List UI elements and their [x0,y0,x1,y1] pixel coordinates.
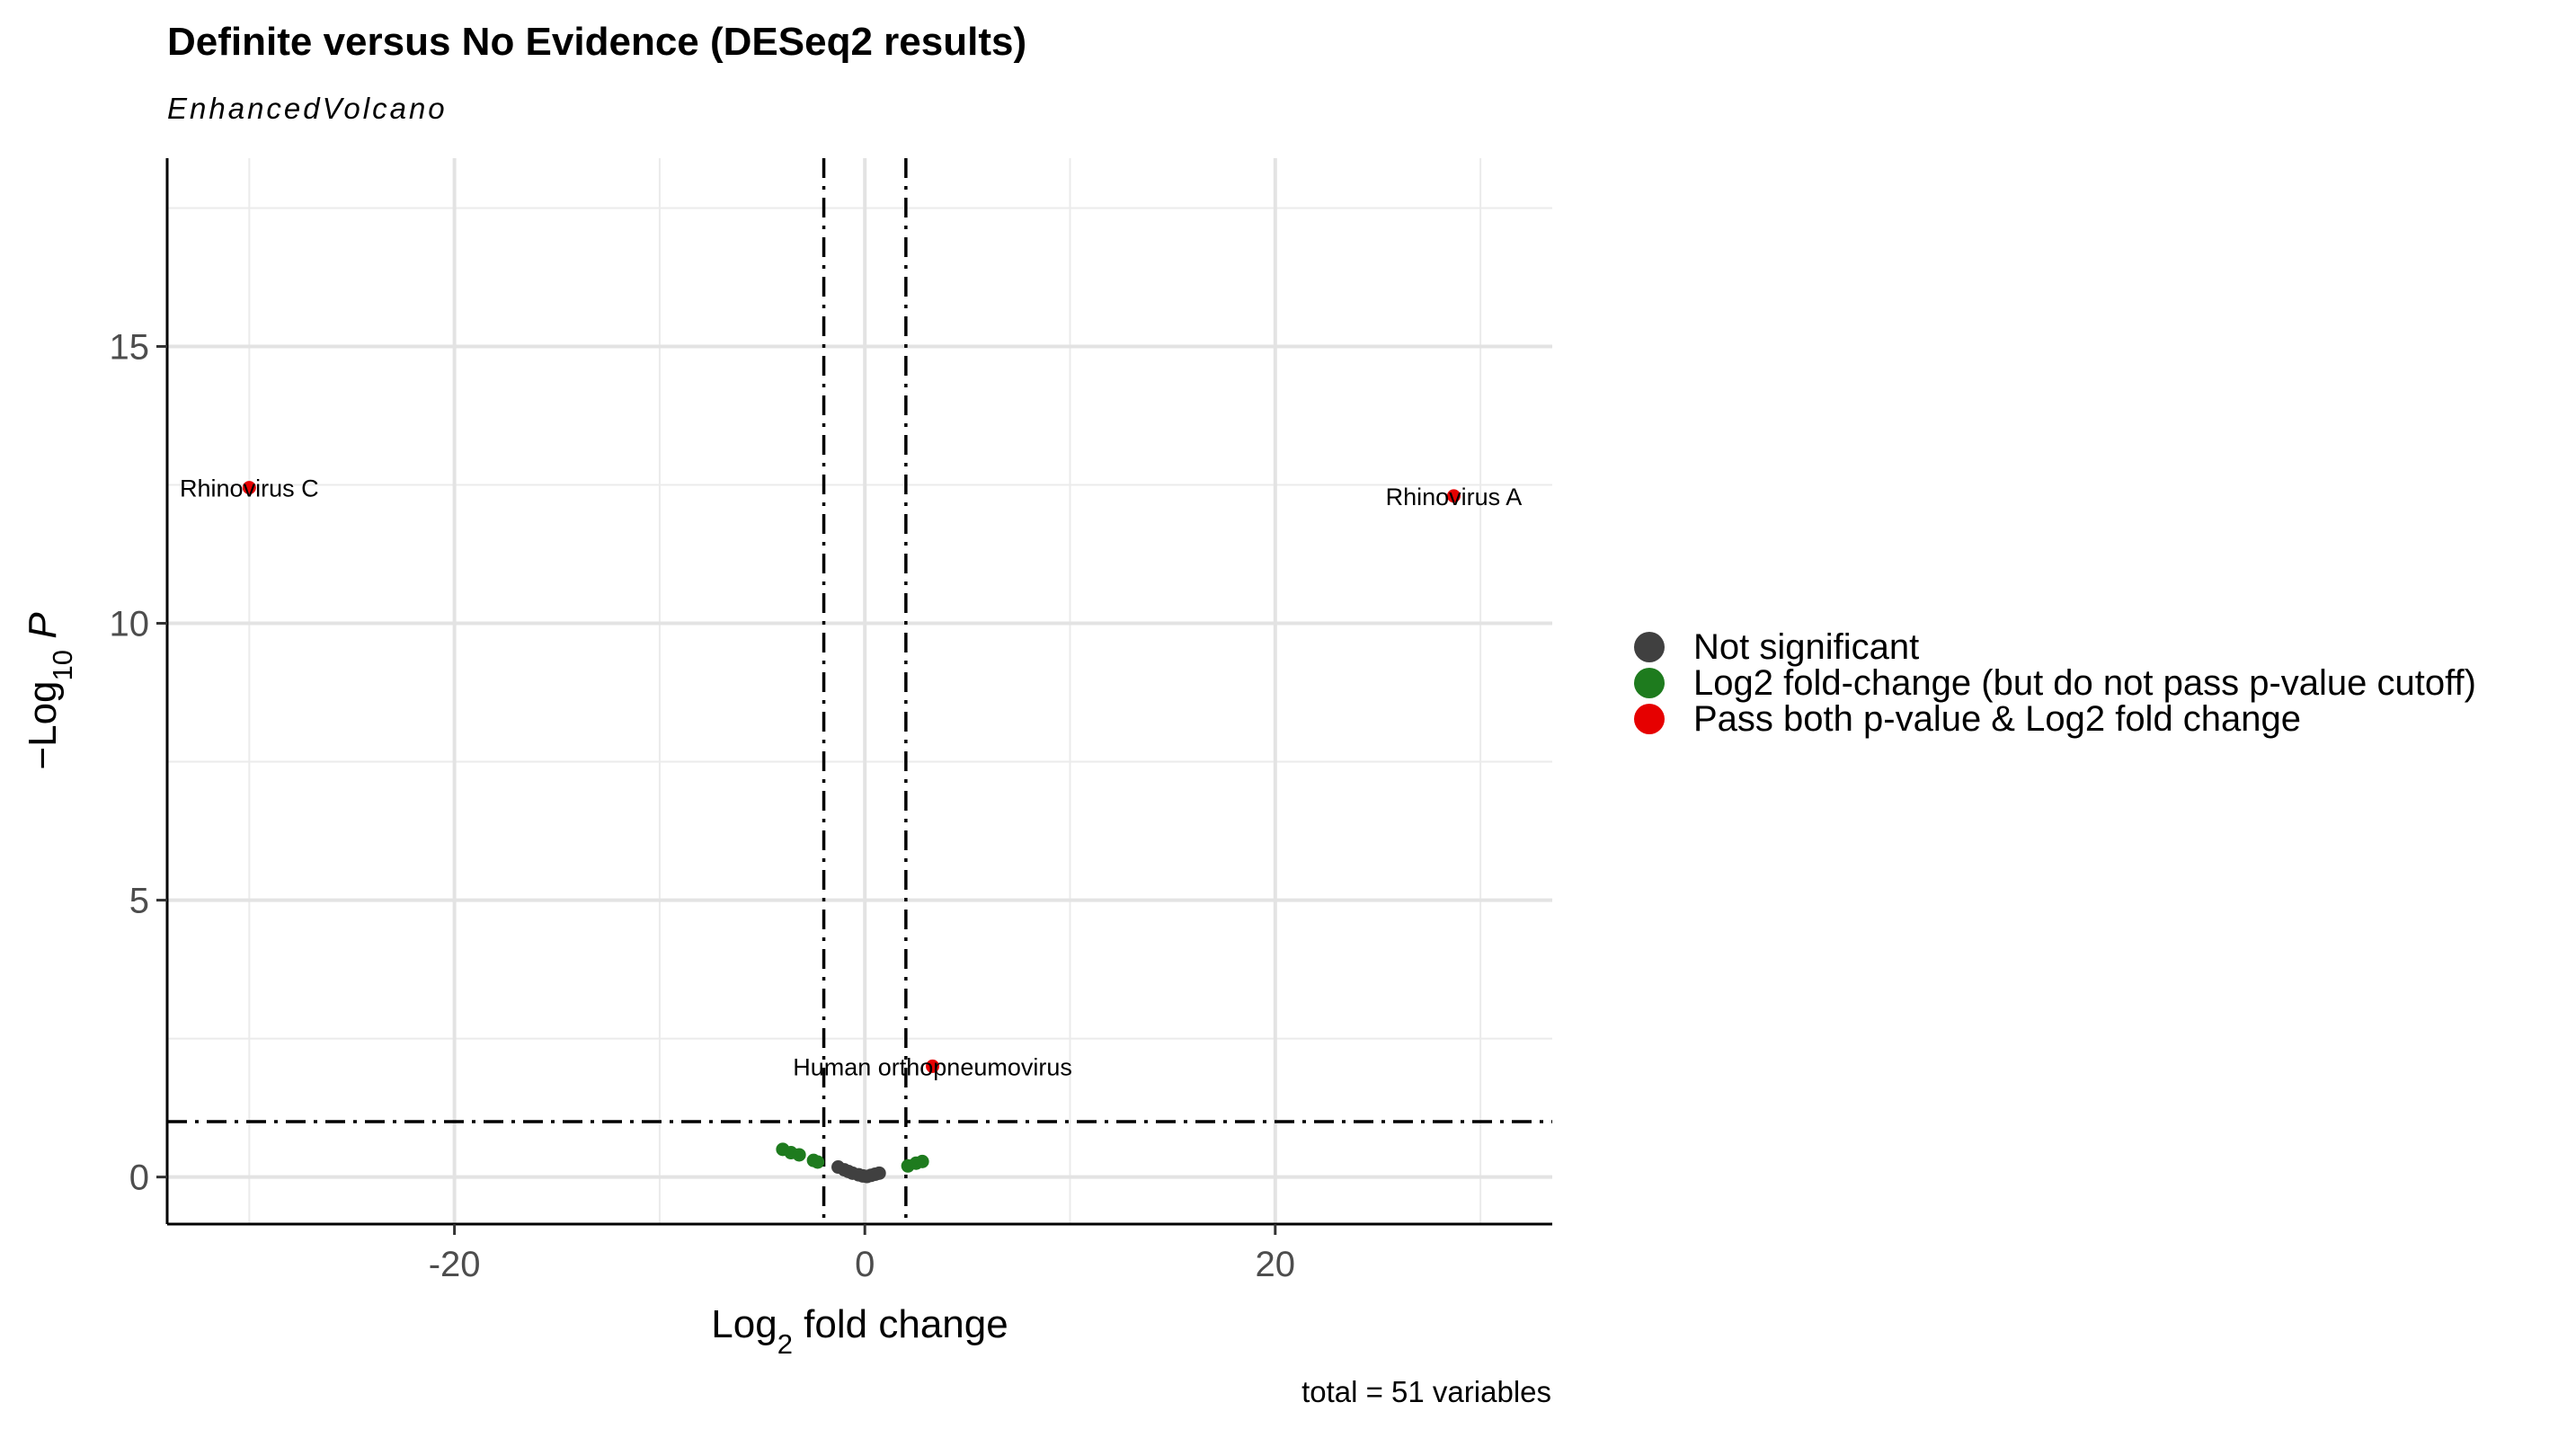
y-tick-label: 0 [129,1158,149,1198]
data-points [242,481,1461,1184]
y-tick-label: 15 [110,327,150,367]
legend: Not significant Log2 fold-change (but do … [1634,626,2476,739]
legend-item: Pass both p-value & Log2 fold change [1634,698,2476,739]
data-point [242,481,256,495]
axes: -20 0 20 0 5 10 15 [110,158,1552,1284]
point-labels: Rhinovirus C Rhinovirus A Human orthopneum… [180,475,1522,1081]
legend-label: Not significant [1693,626,1920,667]
threshold-lines [167,158,1552,1224]
y-tick-label: 5 [129,882,149,921]
x-tick-label: -20 [429,1245,481,1284]
legend-item: Log2 fold-change (but do not pass p-valu… [1634,662,2476,703]
data-point [1446,489,1461,503]
data-point [926,1059,940,1073]
chart-subtitle: EnhancedVolcano [167,92,448,125]
point-label: Human orthopneumovirus [793,1053,1072,1080]
y-tick-label: 10 [110,605,150,644]
legend-marker [1634,704,1665,734]
legend-label: Pass both p-value & Log2 fold change [1693,698,2302,739]
x-axis-title: Log2 fold change [711,1302,1008,1360]
data-point [915,1154,929,1168]
y-axis-title: −Log10 P [21,612,78,770]
legend-item: Not significant [1634,626,2476,667]
data-point [872,1166,886,1180]
data-point [792,1148,806,1162]
point-label: Rhinovirus A [1386,484,1523,510]
legend-marker [1634,668,1665,698]
point-label: Rhinovirus C [180,475,319,502]
chart-title: Definite versus No Evidence (DESeq2 resu… [167,20,1027,64]
legend-marker [1634,632,1665,662]
x-tick-label: 20 [1256,1245,1296,1284]
legend-label: Log2 fold-change (but do not pass p-valu… [1693,662,2476,703]
data-point [811,1155,825,1169]
x-tick-label: 0 [855,1245,875,1284]
caption: total = 51 variables [1301,1375,1551,1408]
